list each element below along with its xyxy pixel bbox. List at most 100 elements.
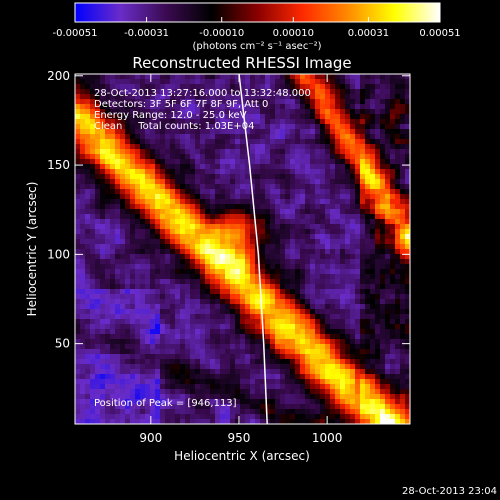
heatmap-cell — [190, 389, 196, 395]
heatmap-cell — [145, 244, 151, 250]
heatmap-cell — [325, 104, 331, 110]
heatmap-cell — [345, 99, 351, 105]
heatmap-cell — [240, 259, 246, 265]
heatmap-cell — [335, 294, 341, 300]
heatmap-cell — [340, 134, 346, 140]
heatmap-cell — [170, 79, 176, 85]
heatmap-cell — [180, 339, 186, 345]
heatmap-cell — [400, 344, 406, 350]
heatmap-cell — [100, 284, 106, 290]
heatmap-cell — [105, 94, 111, 100]
heatmap-cell — [385, 284, 391, 290]
heatmap-cell — [145, 319, 151, 325]
heatmap-cell — [395, 309, 401, 315]
heatmap-cell — [310, 214, 316, 220]
heatmap-cell — [325, 314, 331, 320]
heatmap-cell — [205, 174, 211, 180]
heatmap-cell — [155, 99, 161, 105]
heatmap-cell — [215, 94, 221, 100]
heatmap-cell — [235, 384, 241, 390]
heatmap-cell — [105, 399, 111, 405]
heatmap-cell — [235, 204, 241, 210]
heatmap-cell — [285, 254, 291, 260]
heatmap-cell — [150, 419, 156, 424]
heatmap-cell — [405, 164, 410, 170]
heatmap-cell — [125, 124, 131, 130]
heatmap-cell — [130, 394, 136, 400]
heatmap-cell — [115, 284, 121, 290]
heatmap-cell — [120, 219, 126, 225]
heatmap-cell — [330, 374, 336, 380]
heatmap-cell — [325, 369, 331, 375]
heatmap-cell — [275, 259, 281, 265]
heatmap-cell — [245, 169, 251, 175]
heatmap-cell — [330, 329, 336, 335]
heatmap-cell — [290, 354, 296, 360]
heatmap-cell — [310, 144, 316, 150]
heatmap-cell — [215, 144, 221, 150]
heatmap-cell — [320, 349, 326, 355]
heatmap-cell — [95, 74, 101, 80]
heatmap-cell — [235, 169, 241, 175]
heatmap-cell — [280, 404, 286, 410]
heatmap-cell — [175, 124, 181, 130]
heatmap-cell — [95, 189, 101, 195]
heatmap-cell — [200, 129, 206, 135]
heatmap-cell — [345, 234, 351, 240]
heatmap-cell — [110, 94, 116, 100]
heatmap-cell — [75, 254, 81, 260]
heatmap-cell — [200, 164, 206, 170]
heatmap-cell — [145, 299, 151, 305]
heatmap-cell — [315, 119, 321, 125]
heatmap-cell — [285, 264, 291, 270]
heatmap-cell — [140, 374, 146, 380]
heatmap-cell — [330, 84, 336, 90]
heatmap-cell — [270, 104, 276, 110]
heatmap-cell — [350, 384, 356, 390]
heatmap-cell — [405, 119, 410, 125]
heatmap-cell — [290, 324, 296, 330]
heatmap-cell — [400, 409, 406, 415]
heatmap-cell — [145, 259, 151, 265]
heatmap-cell — [185, 214, 191, 220]
heatmap-cell — [185, 124, 191, 130]
heatmap-cell — [80, 249, 86, 255]
heatmap-cell — [205, 394, 211, 400]
heatmap-cell — [320, 264, 326, 270]
heatmap-cell — [285, 259, 291, 265]
heatmap-cell — [230, 394, 236, 400]
heatmap-cell — [350, 224, 356, 230]
heatmap-cell — [255, 94, 261, 100]
heatmap-cell — [255, 204, 261, 210]
heatmap-cell — [200, 114, 206, 120]
heatmap-cell — [360, 74, 366, 80]
heatmap-cell — [150, 349, 156, 355]
heatmap-cell — [130, 364, 136, 370]
heatmap-cell — [195, 174, 201, 180]
heatmap-cell — [320, 379, 326, 385]
heatmap-cell — [210, 139, 216, 145]
heatmap-cell — [115, 124, 121, 130]
heatmap-cell — [280, 414, 286, 420]
heatmap-cell — [325, 389, 331, 395]
heatmap-cell — [190, 304, 196, 310]
heatmap-cell — [225, 219, 231, 225]
heatmap-cell — [355, 189, 361, 195]
heatmap-cell — [235, 374, 241, 380]
heatmap-cell — [160, 79, 166, 85]
heatmap-cell — [315, 284, 321, 290]
heatmap-cell — [350, 259, 356, 265]
heatmap-cell — [320, 74, 326, 80]
heatmap-cell — [340, 84, 346, 90]
heatmap-cell — [380, 144, 386, 150]
heatmap-cell — [275, 304, 281, 310]
heatmap-cell — [85, 284, 91, 290]
heatmap-cell — [275, 359, 281, 365]
heatmap-cell — [205, 359, 211, 365]
heatmap-cell — [165, 249, 171, 255]
heatmap-cell — [180, 144, 186, 150]
heatmap-cell — [190, 394, 196, 400]
heatmap-cell — [265, 234, 271, 240]
heatmap-cell — [295, 274, 301, 280]
heatmap-cell — [375, 299, 381, 305]
